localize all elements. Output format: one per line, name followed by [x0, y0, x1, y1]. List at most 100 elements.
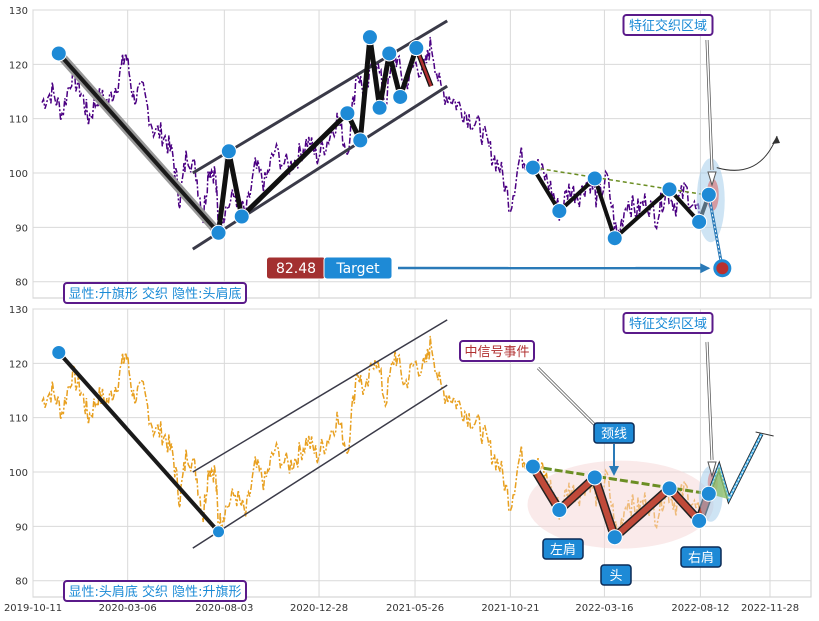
bottom-upper-channel — [192, 319, 448, 473]
top-target-marker-inner — [716, 262, 729, 275]
top-pivot-marker — [551, 203, 568, 220]
bottom-hs-marker — [524, 458, 541, 475]
xtick-label: 2020-03-06 — [99, 603, 157, 614]
bottom-head-label: 头 — [600, 564, 632, 586]
top-target-arrow-head — [700, 263, 711, 274]
bottom-pole-line — [57, 351, 220, 534]
top-annotation-box-text: 显性:升旗形 交织 隐性:头肩底 — [68, 286, 241, 302]
bottom-hs-marker — [551, 502, 568, 519]
top-pivot-marker — [691, 213, 708, 230]
bottom-ytick-label: 120 — [9, 359, 28, 370]
bottom-ytick-label: 80 — [15, 577, 28, 588]
top-price-label: 82.48 — [266, 256, 326, 280]
bottom-head-label-text: 头 — [609, 569, 622, 584]
bottom-hs-marker — [691, 512, 708, 529]
top-feature-box-text: 特征交织区域 — [629, 18, 707, 34]
bottom-pole-start-marker — [51, 344, 67, 360]
bottom-ytick-label: 130 — [9, 305, 28, 316]
top-pivot-marker — [392, 88, 409, 105]
bottom-annotation-box-box — [63, 580, 247, 602]
xtick-label: 2022-11-28 — [741, 603, 799, 614]
bottom-ytick-label: 90 — [15, 522, 28, 533]
bottom-signal-pointer-inner — [537, 367, 603, 433]
bottom-signal-box: 中信号事件 — [459, 340, 535, 362]
top-ytick-label: 80 — [15, 278, 28, 289]
xtick-label: 2019-10-11 — [4, 603, 62, 614]
top-price-label-text: 82.48 — [276, 261, 316, 277]
bottom-neckline — [532, 465, 710, 496]
top-pivot-marker — [371, 99, 388, 116]
bottom-annotation-box-text: 显性:头肩底 交织 隐性:升旗形 — [68, 584, 241, 600]
bottom-right-shoulder-label-box — [680, 546, 722, 568]
top-pivot-marker — [661, 181, 678, 198]
bottom-signal-box-text: 中信号事件 — [464, 345, 529, 360]
top-annotation-box-box — [63, 282, 247, 304]
top-pivot-marker — [586, 170, 603, 187]
top-pivot-marker — [524, 159, 541, 176]
bottom-feature-box-text: 特征交织区域 — [629, 316, 707, 332]
bottom-left-shoulder-label-text: 左肩 — [550, 542, 576, 558]
bottom-feature-pointer-inner — [706, 341, 713, 461]
bottom-right-shoulder-label-text: 右肩 — [688, 550, 714, 566]
top-ytick-label: 130 — [9, 6, 28, 17]
top-pivot-marker — [381, 45, 398, 62]
top-neckline — [532, 166, 706, 196]
bottom-hs-marker — [661, 480, 678, 497]
top-ytick-label: 110 — [9, 115, 28, 126]
bottom-frame — [32, 308, 812, 598]
top-lower-channel — [191, 84, 449, 251]
bottom-feature-box: 特征交织区域 — [622, 312, 714, 334]
top-pivot-marker — [339, 105, 356, 122]
top-price-line — [41, 36, 704, 237]
xtick-label: 2020-12-28 — [290, 603, 348, 614]
top-pivot-marker — [352, 132, 369, 149]
top-ytick-label: 120 — [9, 60, 28, 71]
top-ytick-label: 90 — [15, 223, 28, 234]
bottom-hs-marker — [586, 469, 603, 486]
top-pole-line — [57, 52, 220, 235]
bottom-left-shoulder-label: 左肩 — [542, 538, 584, 560]
top-pivot-marker — [50, 45, 67, 62]
xtick-label: 2020-08-03 — [195, 603, 253, 614]
top-target-path-dash — [708, 194, 723, 269]
top-curve-arrow — [716, 135, 778, 171]
bottom-feature-box-box — [622, 312, 714, 334]
bottom-neckline-arrow-head — [609, 466, 619, 476]
top-pivot-marker — [210, 224, 227, 241]
bottom-hs-marker — [700, 485, 717, 502]
top-target-label: Target — [323, 256, 393, 280]
bottom-left-shoulder-label-box — [542, 538, 584, 560]
top-target-label-text: Target — [335, 261, 380, 277]
bottom-signal-box-box — [459, 340, 535, 362]
bottom-neckline-label-text: 颈线 — [601, 427, 627, 442]
bottom-projection-cap — [755, 431, 774, 437]
bottom-hs-marker — [606, 529, 623, 546]
top-pivot-marker — [361, 29, 378, 46]
top-feature-box-box — [622, 14, 714, 36]
top-pivot-marker — [700, 186, 717, 203]
bottom-neckline-label: 颈线 — [593, 422, 635, 444]
top-feature-pointer-head — [707, 171, 717, 187]
top-pivot-marker — [220, 143, 237, 160]
xtick-label: 2022-03-16 — [575, 603, 633, 614]
xtick-label: 2022-08-12 — [671, 603, 729, 614]
bottom-ytick-label: 110 — [9, 414, 28, 425]
xtick-label: 2021-05-26 — [386, 603, 444, 614]
top-target-label-box — [323, 256, 393, 280]
bottom-neckline-label-box — [593, 422, 635, 444]
top-feature-pointer-inner — [706, 39, 713, 171]
top-feature-box: 特征交织区域 — [622, 14, 714, 36]
top-pivot-marker — [408, 40, 425, 57]
top-annotation-box: 显性:升旗形 交织 隐性:头肩底 — [63, 282, 247, 304]
axis-layer: 80 90 100 110 120 130 80 90 100 110 120 130 2019-10-… — [4, 6, 799, 614]
bottom-head-label-box — [600, 564, 632, 586]
top-pivot-marker — [233, 208, 250, 225]
bottom-ytick-label: 100 — [9, 468, 28, 479]
bottom-annotation-box: 显性:头肩底 交织 隐性:升旗形 — [63, 580, 247, 602]
top-curve-arrow-head — [772, 136, 780, 144]
xtick-label: 2021-10-21 — [481, 603, 539, 614]
